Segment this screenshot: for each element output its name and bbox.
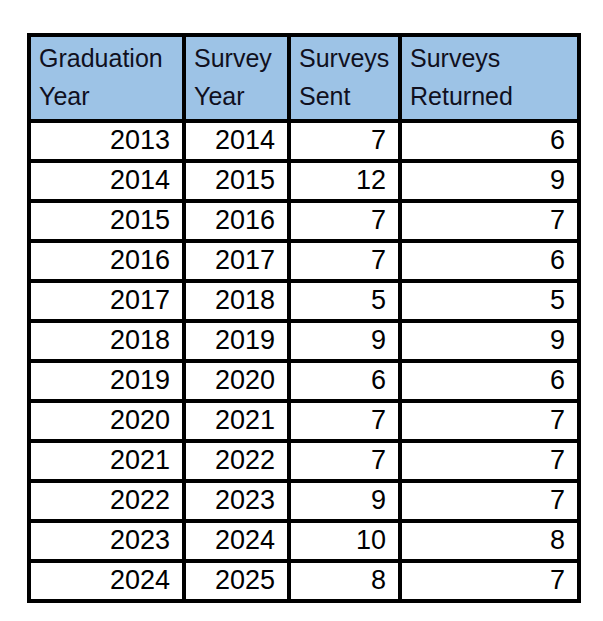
table-row: 2022202397 — [29, 481, 579, 521]
table-cell-surveys-sent: 8 — [289, 561, 400, 601]
table-row: 2016201776 — [29, 241, 579, 281]
table-cell-surveys-sent: 9 — [289, 321, 400, 361]
page-canvas: Graduation YearSurvey YearSurveys SentSu… — [0, 0, 603, 621]
table-row: 2021202277 — [29, 441, 579, 481]
table-body: 2013201476201420151292015201677201620177… — [29, 121, 579, 601]
table-cell-surveys-returned: 8 — [400, 521, 579, 561]
table-cell-survey-year: 2018 — [184, 281, 289, 321]
table-cell-graduation-year: 2020 — [29, 401, 184, 441]
table-row: 20232024108 — [29, 521, 579, 561]
table-cell-graduation-year: 2021 — [29, 441, 184, 481]
table-cell-survey-year: 2021 — [184, 401, 289, 441]
table-row: 2018201999 — [29, 321, 579, 361]
table-cell-surveys-sent: 10 — [289, 521, 400, 561]
table-cell-graduation-year: 2014 — [29, 161, 184, 201]
table-cell-surveys-returned: 7 — [400, 401, 579, 441]
table-cell-surveys-returned: 6 — [400, 361, 579, 401]
table-cell-surveys-sent: 7 — [289, 241, 400, 281]
column-header-graduation-year: Graduation Year — [29, 35, 184, 121]
table-cell-graduation-year: 2013 — [29, 121, 184, 161]
table-cell-survey-year: 2017 — [184, 241, 289, 281]
table-cell-survey-year: 2024 — [184, 521, 289, 561]
table-cell-surveys-returned: 7 — [400, 441, 579, 481]
table-cell-survey-year: 2016 — [184, 201, 289, 241]
table-row: 2020202177 — [29, 401, 579, 441]
table-cell-surveys-returned: 7 — [400, 481, 579, 521]
table-cell-surveys-returned: 7 — [400, 561, 579, 601]
table-cell-graduation-year: 2015 — [29, 201, 184, 241]
table-cell-graduation-year: 2023 — [29, 521, 184, 561]
table-cell-graduation-year: 2022 — [29, 481, 184, 521]
table-row: 2015201677 — [29, 201, 579, 241]
table-cell-surveys-sent: 7 — [289, 201, 400, 241]
table-cell-surveys-returned: 6 — [400, 121, 579, 161]
table-cell-survey-year: 2015 — [184, 161, 289, 201]
table-cell-surveys-returned: 6 — [400, 241, 579, 281]
table-cell-graduation-year: 2019 — [29, 361, 184, 401]
column-header-surveys-sent: Surveys Sent — [289, 35, 400, 121]
table-cell-survey-year: 2020 — [184, 361, 289, 401]
table-row: 20142015129 — [29, 161, 579, 201]
table-cell-surveys-sent: 12 — [289, 161, 400, 201]
table-cell-survey-year: 2022 — [184, 441, 289, 481]
table-cell-surveys-sent: 9 — [289, 481, 400, 521]
table-cell-surveys-returned: 7 — [400, 201, 579, 241]
table-cell-survey-year: 2025 — [184, 561, 289, 601]
table-row: 2013201476 — [29, 121, 579, 161]
table-cell-surveys-sent: 7 — [289, 441, 400, 481]
table-cell-graduation-year: 2017 — [29, 281, 184, 321]
table-cell-surveys-sent: 5 — [289, 281, 400, 321]
header-row: Graduation YearSurvey YearSurveys SentSu… — [29, 35, 579, 121]
table-row: 2017201855 — [29, 281, 579, 321]
table-row: 2019202066 — [29, 361, 579, 401]
table-cell-graduation-year: 2018 — [29, 321, 184, 361]
table-cell-graduation-year: 2024 — [29, 561, 184, 601]
table-cell-surveys-sent: 7 — [289, 401, 400, 441]
table-cell-surveys-sent: 7 — [289, 121, 400, 161]
table-cell-survey-year: 2019 — [184, 321, 289, 361]
table-cell-surveys-returned: 9 — [400, 321, 579, 361]
survey-data-table: Graduation YearSurvey YearSurveys SentSu… — [27, 33, 581, 603]
column-header-survey-year: Survey Year — [184, 35, 289, 121]
table-cell-graduation-year: 2016 — [29, 241, 184, 281]
table-cell-surveys-returned: 9 — [400, 161, 579, 201]
table-cell-surveys-sent: 6 — [289, 361, 400, 401]
table-cell-survey-year: 2023 — [184, 481, 289, 521]
table-row: 2024202587 — [29, 561, 579, 601]
column-header-surveys-returned: Surveys Returned — [400, 35, 579, 121]
table-cell-surveys-returned: 5 — [400, 281, 579, 321]
table-cell-survey-year: 2014 — [184, 121, 289, 161]
